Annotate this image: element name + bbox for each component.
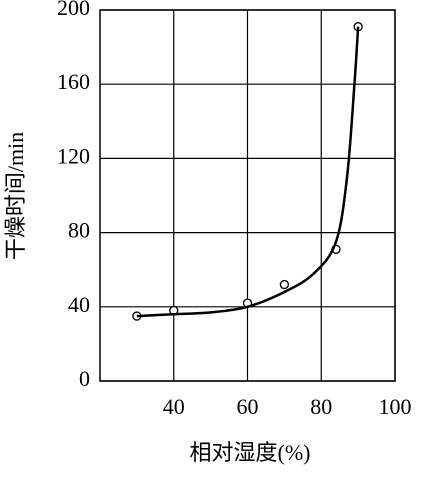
x-tick-label: 100 — [379, 394, 412, 419]
x-axis-label: 相对湿度(%) — [190, 440, 311, 465]
x-tick-label: 40 — [163, 394, 185, 419]
y-tick-label: 200 — [57, 0, 90, 20]
y-tick-label: 160 — [57, 69, 90, 94]
y-tick-label: 40 — [68, 292, 90, 317]
y-axis-label: 干燥时间/min — [3, 132, 28, 260]
y-tick-label: 0 — [79, 366, 90, 391]
x-tick-label: 80 — [310, 394, 332, 419]
y-tick-label: 120 — [57, 143, 90, 168]
fit-curve — [136, 26, 360, 318]
data-point — [279, 279, 290, 290]
y-tick-label: 80 — [68, 218, 90, 243]
plot-frame — [99, 9, 396, 382]
x-tick-label: 60 — [237, 394, 259, 419]
